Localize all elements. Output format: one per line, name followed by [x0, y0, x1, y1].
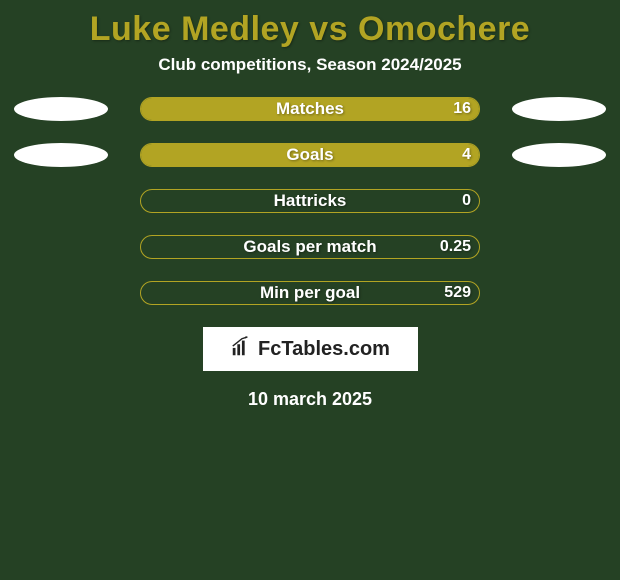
stat-right-value: 4 — [462, 146, 471, 164]
bar-track: Matches 16 — [140, 97, 480, 121]
page-subtitle: Club competitions, Season 2024/2025 — [0, 55, 620, 97]
stat-row-goals: Goals 4 — [0, 143, 620, 167]
stat-label: Hattricks — [141, 191, 479, 211]
bar-track: Goals per match 0.25 — [140, 235, 480, 259]
player-left-marker — [14, 143, 108, 167]
player-right-marker — [512, 97, 606, 121]
stat-label: Goals per match — [141, 237, 479, 257]
stat-label: Matches — [141, 99, 479, 119]
player-right-marker — [512, 143, 606, 167]
player-left-marker — [14, 97, 108, 121]
chart-icon — [230, 336, 252, 363]
stat-right-value: 529 — [444, 284, 471, 302]
stat-row-gpm: Goals per match 0.25 — [0, 235, 620, 259]
stats-area: Matches 16 Goals 4 Hattricks 0 — [0, 97, 620, 305]
date-line: 10 march 2025 — [0, 389, 620, 410]
stat-row-hattricks: Hattricks 0 — [0, 189, 620, 213]
stat-right-value: 16 — [453, 100, 471, 118]
bar-track: Min per goal 529 — [140, 281, 480, 305]
comparison-card: Luke Medley vs Omochere Club competition… — [0, 0, 620, 580]
stat-right-value: 0 — [462, 192, 471, 210]
stat-right-value: 0.25 — [440, 238, 471, 256]
bar-track: Goals 4 — [140, 143, 480, 167]
stat-row-matches: Matches 16 — [0, 97, 620, 121]
page-title: Luke Medley vs Omochere — [0, 0, 620, 55]
bar-track: Hattricks 0 — [140, 189, 480, 213]
stat-label: Min per goal — [141, 283, 479, 303]
logo-box: FcTables.com — [203, 327, 418, 371]
logo-text: FcTables.com — [258, 338, 390, 361]
stat-label: Goals — [141, 145, 479, 165]
stat-row-mpg: Min per goal 529 — [0, 281, 620, 305]
